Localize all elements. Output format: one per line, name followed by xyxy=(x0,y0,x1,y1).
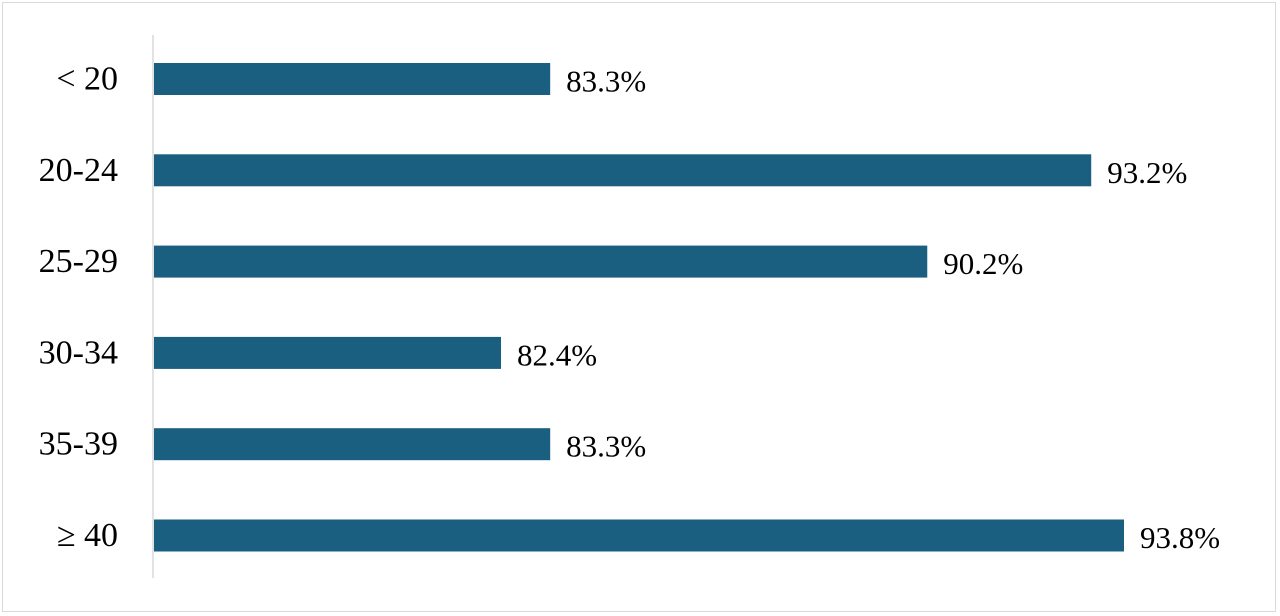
category-label-4: 35-39 xyxy=(39,426,118,463)
bars-group xyxy=(154,63,1124,552)
bar-0 xyxy=(154,63,551,95)
category-label-1: 20-24 xyxy=(39,152,118,189)
bar-3 xyxy=(154,336,501,369)
category-labels: < 20 20-24 25-29 30-34 35-39 ≥ 40 xyxy=(39,61,118,555)
value-label-5: 93.8% xyxy=(1140,520,1220,555)
value-label-1: 93.2% xyxy=(1107,155,1187,190)
value-label-0: 83.3% xyxy=(566,64,646,99)
bar-1 xyxy=(154,154,1092,187)
category-label-0: < 20 xyxy=(56,61,118,98)
bar-5 xyxy=(154,519,1124,552)
bar-4 xyxy=(154,428,551,461)
value-label-2: 90.2% xyxy=(943,246,1023,281)
category-label-2: 25-29 xyxy=(39,243,118,280)
value-label-3: 82.4% xyxy=(517,337,597,372)
category-label-5: ≥ 40 xyxy=(57,517,118,554)
value-label-4: 83.3% xyxy=(566,429,646,464)
bar-2 xyxy=(154,245,928,278)
category-label-3: 30-34 xyxy=(39,334,118,371)
value-labels: 83.3% 93.2% 90.2% 82.4% 83.3% 93.8% xyxy=(517,64,1220,556)
